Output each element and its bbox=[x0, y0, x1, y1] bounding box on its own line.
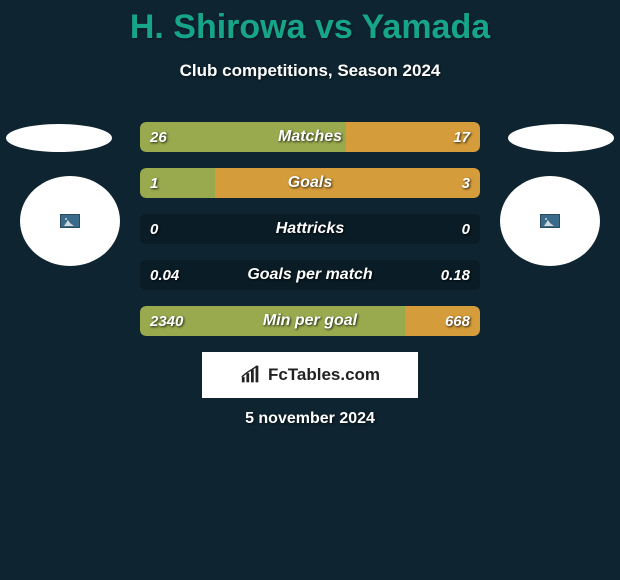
stat-row: 2340668Min per goal bbox=[140, 306, 480, 336]
image-placeholder-icon bbox=[540, 214, 560, 228]
stat-label: Hattricks bbox=[140, 214, 480, 244]
stat-row: 2617Matches bbox=[140, 122, 480, 152]
player-left-oval bbox=[6, 124, 112, 152]
date-text: 5 november 2024 bbox=[0, 410, 620, 428]
player-left-avatar bbox=[20, 176, 120, 266]
stat-label: Goals per match bbox=[140, 260, 480, 290]
brand-text: FcTables.com bbox=[268, 365, 380, 385]
stat-label: Matches bbox=[140, 122, 480, 152]
bar-chart-icon bbox=[240, 364, 262, 386]
stat-row: 00Hattricks bbox=[140, 214, 480, 244]
image-placeholder-icon bbox=[60, 214, 80, 228]
brand-box: FcTables.com bbox=[202, 352, 418, 398]
subtitle: Club competitions, Season 2024 bbox=[0, 61, 620, 81]
stat-bars-container: 2617Matches 13Goals 00Hattricks 0.040.18Goa… bbox=[140, 122, 480, 352]
stat-label: Min per goal bbox=[140, 306, 480, 336]
stat-row: 13Goals bbox=[140, 168, 480, 198]
stat-label: Goals bbox=[140, 168, 480, 198]
player-right-oval bbox=[508, 124, 614, 152]
stat-row: 0.040.18Goals per match bbox=[140, 260, 480, 290]
page-title: H. Shirowa vs Yamada bbox=[0, 0, 620, 47]
player-right-avatar bbox=[500, 176, 600, 266]
